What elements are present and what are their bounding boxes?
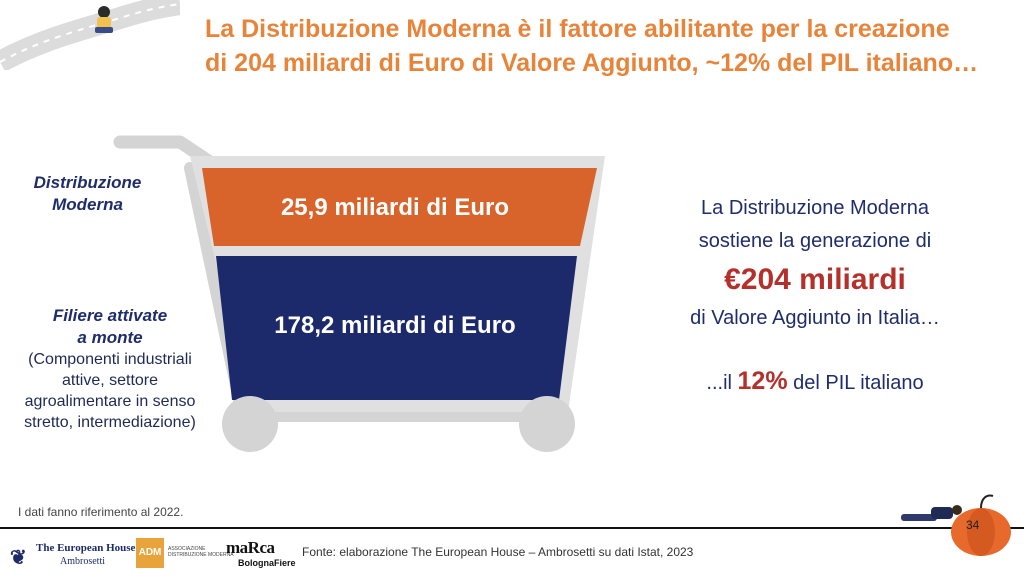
cart-top-segment xyxy=(202,168,597,246)
pil-prefix: ...il xyxy=(706,372,738,394)
title-line-1: La Distribuzione Moderna è il fattore ab… xyxy=(205,15,950,43)
adm-logo-text-line-1: ASSOCIAZIONE xyxy=(168,546,206,552)
filiere-desc-line-1: (Componenti industriali xyxy=(28,351,192,368)
cart-top-segment-label: 25,9 miliardi di Euro xyxy=(280,194,510,221)
filiere-desc-line-2: attive, settore xyxy=(61,372,159,389)
cart-bottom-bar xyxy=(230,412,570,422)
reclining-person-illustration xyxy=(901,505,962,521)
ambrosetti-logo-text: Ambrosetti xyxy=(60,556,105,567)
right-line-1: La Distribuzione Moderna xyxy=(701,197,929,219)
filiere-block: Filiere attivate a monte (Componenti ind… xyxy=(0,305,220,433)
filiere-label-line-1: Filiere attivate xyxy=(52,306,168,325)
pil-suffix: del PIL italiano xyxy=(787,372,924,394)
cart-bottom-segment xyxy=(216,256,577,400)
pil-value: 12% xyxy=(737,367,788,395)
pumpkin-illustration xyxy=(901,494,1011,556)
bolognafiere-logo-text: BolognaFiere xyxy=(238,558,296,568)
cart-bottom-segment-label: 178,2 miliardi di Euro xyxy=(274,312,516,339)
shopping-cart-graphic xyxy=(113,135,605,452)
marca-logo: maRca BolognaFiere xyxy=(226,538,296,572)
person-sitting-illustration xyxy=(95,6,113,33)
adm-logo: ADM xyxy=(136,538,164,568)
right-line-3: di Valore Aggiunto in Italia… xyxy=(690,307,940,329)
ambrosetti-mark-icon: ❦ xyxy=(10,547,27,569)
right-big-value: €204 miliardi xyxy=(724,263,906,296)
cart-wheel-left xyxy=(222,396,278,452)
european-house-logo: ❦ The European House Ambrosetti xyxy=(10,540,135,570)
title-line-2: di 204 miliardi di Euro di Valore Aggiun… xyxy=(205,49,979,77)
road-illustration xyxy=(0,0,180,70)
adm-logo-text-line-2: DISTRIBUZIONE MODERNA xyxy=(168,552,234,558)
distribuzione-moderna-label: Distribuzione Moderna xyxy=(33,173,142,214)
footer-divider xyxy=(0,527,1024,529)
right-line-2: sostiene la generazione di xyxy=(698,230,932,252)
filiere-desc-line-4: stretto, intermediazione) xyxy=(24,414,196,431)
filiere-desc-line-3: agroalimentare in senso xyxy=(24,393,196,410)
source-note: Fonte: elaborazione The European House –… xyxy=(302,545,694,559)
cart-wheel-right xyxy=(519,396,575,452)
cart-handle xyxy=(113,135,217,169)
filiere-label-line-2: a monte xyxy=(77,328,143,347)
pil-line: ...il 12% del PIL italiano xyxy=(650,365,980,400)
adm-logo-text: ASSOCIAZIONE DISTRIBUZIONE MODERNA xyxy=(168,546,234,558)
page-number: 34 xyxy=(966,518,980,532)
data-note: I dati fanno riferimento al 2022. xyxy=(18,505,184,519)
european-house-logo-text: The European House xyxy=(36,542,136,554)
marca-logo-text: maRca xyxy=(226,538,275,557)
right-summary: La Distribuzione Moderna sostiene la gen… xyxy=(650,192,980,400)
page-title: La Distribuzione Moderna è il fattore ab… xyxy=(205,12,1005,80)
